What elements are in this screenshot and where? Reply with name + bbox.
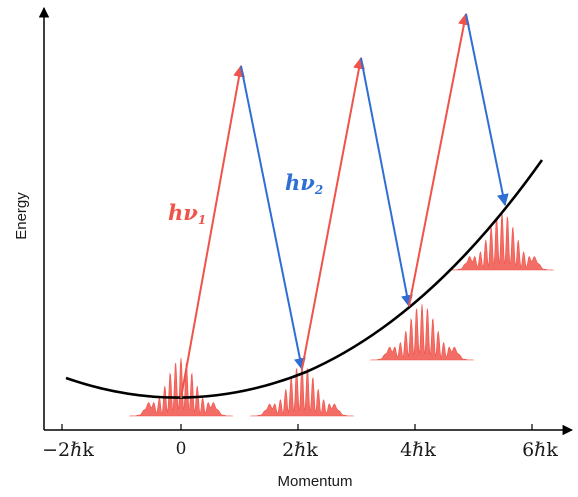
wavepacket xyxy=(250,363,354,417)
x-axis-label: Momentum xyxy=(277,473,352,490)
tick-label: 2ℏk xyxy=(282,439,318,461)
tick-label: 4ℏk xyxy=(400,439,436,461)
svg-text:hν1: hν1 xyxy=(168,200,206,227)
wavepackets xyxy=(129,211,554,417)
absorption-arrow xyxy=(180,64,245,399)
emission-arrow xyxy=(360,57,413,308)
photon-absorb-symbol: hν xyxy=(168,200,198,225)
tick-label: 0 xyxy=(176,439,187,459)
absorption-arrow xyxy=(408,12,470,307)
photon-label-absorb: hν1 xyxy=(168,200,206,227)
tick-label: 6ℏk xyxy=(522,439,558,461)
emission-arrow xyxy=(465,13,509,207)
photon-emit-symbol: hν xyxy=(285,170,315,195)
photon-emit-subscript: 2 xyxy=(314,183,323,197)
emission-arrow xyxy=(240,65,306,371)
wavepacket xyxy=(450,211,554,271)
dispersion-curve xyxy=(65,159,544,399)
photon-absorb-subscript: 1 xyxy=(198,213,206,227)
wavepacket xyxy=(129,357,233,417)
photon-transitions xyxy=(180,12,509,399)
photon-label-emit: hν2 xyxy=(285,170,323,197)
y-axis-label: Energy xyxy=(13,192,30,240)
absorption-arrow xyxy=(301,56,365,370)
tick-label: −2ℏk xyxy=(42,439,94,461)
axes xyxy=(38,6,574,436)
wavepacket xyxy=(370,303,474,361)
svg-text:hν2: hν2 xyxy=(285,170,323,197)
